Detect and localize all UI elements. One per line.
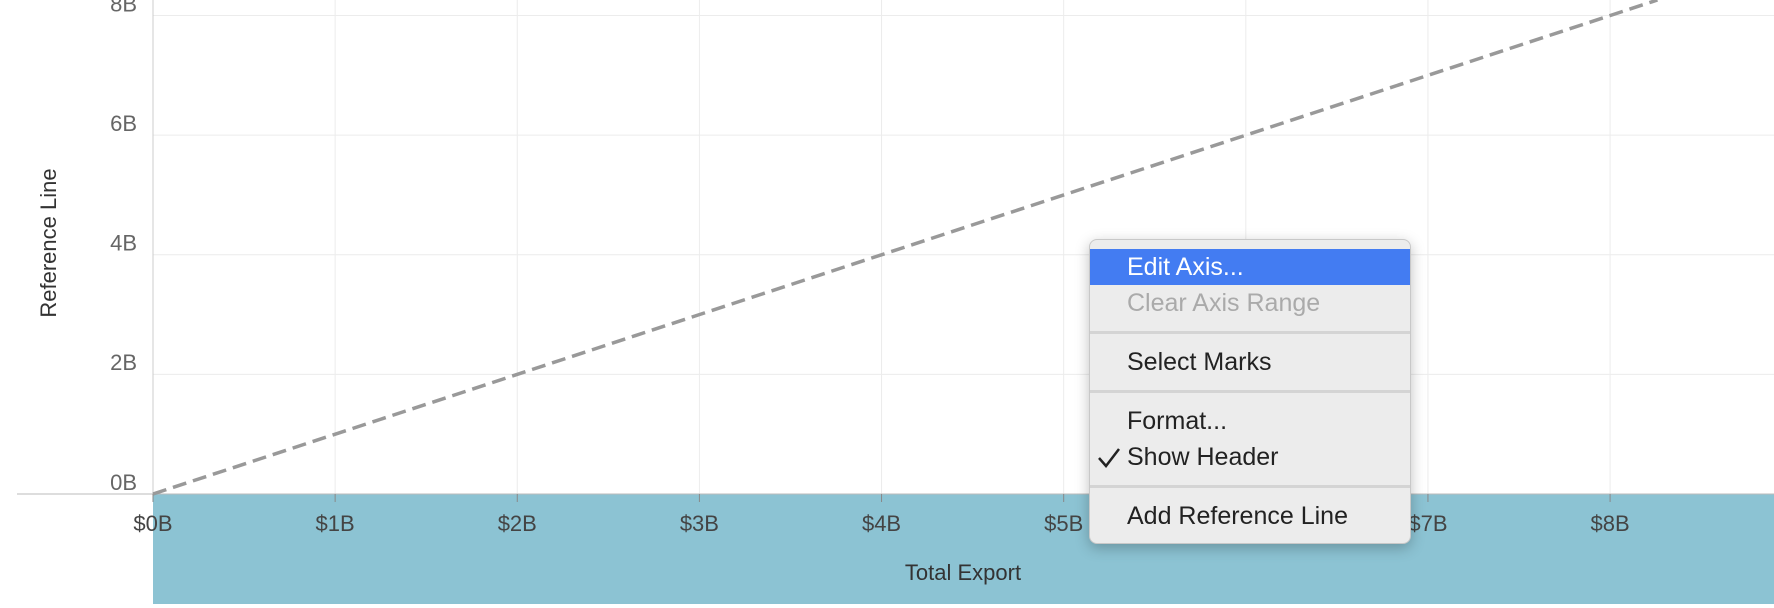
menu-item-label: Select Marks bbox=[1127, 348, 1272, 376]
menu-item-label: Edit Axis... bbox=[1127, 253, 1244, 281]
menu-item-label: Clear Axis Range bbox=[1127, 289, 1321, 317]
menu-item-label: Show Header bbox=[1127, 443, 1279, 471]
x-tick-label: $5B bbox=[1044, 511, 1083, 536]
y-tick-label: 2B bbox=[110, 350, 137, 375]
menu-separator bbox=[1090, 390, 1410, 393]
menu-item[interactable]: Format... bbox=[1090, 403, 1410, 439]
x-tick-label: $2B bbox=[498, 511, 537, 536]
x-tick-label: $3B bbox=[680, 511, 719, 536]
x-tick-label: $0B bbox=[133, 511, 172, 536]
reference-line bbox=[152, 0, 1658, 496]
x-axis-title: Total Export bbox=[905, 560, 1021, 585]
x-tick-label: $8B bbox=[1591, 511, 1630, 536]
x-tick-label: $1B bbox=[316, 511, 355, 536]
y-tick-label: 8B bbox=[110, 0, 137, 16]
x-tick-label: $4B bbox=[862, 511, 901, 536]
menu-item[interactable]: Add Reference Line bbox=[1090, 498, 1410, 534]
checkmark bbox=[1098, 448, 1120, 468]
menu-item-label: Add Reference Line bbox=[1127, 502, 1348, 530]
y-tick-label: 4B bbox=[110, 231, 137, 256]
menu-item[interactable]: Select Marks bbox=[1090, 344, 1410, 380]
menu-separator bbox=[1090, 485, 1410, 488]
menu-item: Clear Axis Range bbox=[1090, 285, 1410, 321]
x-tick-label: $7B bbox=[1408, 511, 1447, 536]
axis-selection[interactable] bbox=[153, 494, 1774, 604]
y-tick-label: 6B bbox=[110, 111, 137, 136]
y-tick-label: 0B bbox=[110, 470, 137, 495]
menu-item[interactable]: Show Header bbox=[1090, 439, 1410, 475]
menu-item-label: Format... bbox=[1127, 407, 1228, 435]
menu-item[interactable]: Edit Axis... bbox=[1090, 249, 1410, 285]
menu-separator bbox=[1090, 331, 1410, 334]
y-axis-title: Reference Line bbox=[36, 168, 61, 317]
context-menu: Edit Axis... Clear Axis Range Select Marks… bbox=[1089, 239, 1411, 544]
